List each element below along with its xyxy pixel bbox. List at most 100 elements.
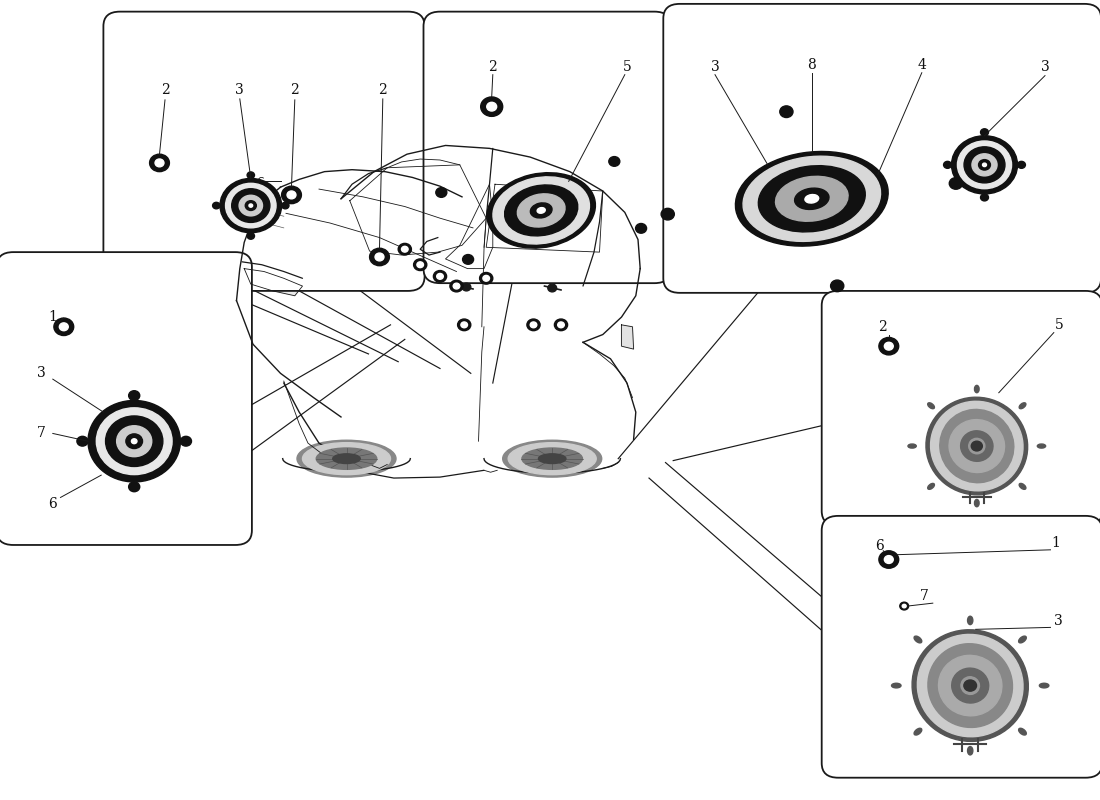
Text: 8: 8 [807, 58, 816, 72]
Circle shape [414, 259, 427, 270]
Circle shape [97, 408, 172, 474]
Circle shape [952, 136, 1018, 194]
Ellipse shape [503, 440, 602, 477]
Circle shape [245, 201, 256, 210]
Circle shape [398, 243, 411, 255]
Circle shape [608, 157, 619, 166]
Text: 3: 3 [1054, 614, 1063, 628]
Circle shape [463, 254, 474, 264]
Ellipse shape [952, 668, 989, 703]
Circle shape [59, 323, 68, 330]
Ellipse shape [530, 203, 552, 218]
FancyBboxPatch shape [822, 291, 1100, 526]
Text: 1: 1 [48, 310, 57, 324]
Ellipse shape [975, 386, 979, 393]
Circle shape [530, 322, 537, 328]
Circle shape [661, 208, 674, 220]
Ellipse shape [1040, 683, 1049, 688]
Circle shape [554, 319, 568, 330]
Circle shape [226, 183, 276, 228]
Circle shape [125, 434, 143, 449]
Circle shape [106, 416, 163, 466]
Ellipse shape [938, 655, 1002, 716]
Ellipse shape [317, 448, 376, 470]
Ellipse shape [928, 644, 1012, 727]
Circle shape [879, 338, 899, 355]
Circle shape [282, 202, 289, 209]
Circle shape [88, 401, 180, 482]
Circle shape [900, 602, 909, 610]
Ellipse shape [794, 188, 829, 210]
Circle shape [972, 154, 997, 176]
Ellipse shape [1019, 728, 1026, 735]
Circle shape [437, 274, 443, 279]
Circle shape [131, 438, 138, 444]
Circle shape [117, 426, 152, 457]
Text: 2: 2 [161, 83, 169, 97]
Ellipse shape [302, 442, 390, 474]
Ellipse shape [736, 151, 888, 246]
Circle shape [129, 390, 140, 401]
Text: 6: 6 [876, 539, 884, 553]
Ellipse shape [1020, 402, 1026, 409]
Text: C: C [256, 178, 263, 187]
Circle shape [980, 194, 989, 201]
Circle shape [129, 482, 140, 492]
Ellipse shape [805, 194, 818, 203]
Ellipse shape [1037, 444, 1046, 448]
Circle shape [483, 275, 490, 282]
Circle shape [949, 178, 962, 190]
Ellipse shape [505, 185, 578, 236]
Circle shape [462, 283, 471, 291]
Text: 2: 2 [878, 320, 887, 334]
Text: 7: 7 [920, 590, 928, 603]
Text: 3: 3 [711, 60, 719, 74]
Circle shape [547, 215, 553, 221]
Ellipse shape [517, 194, 565, 227]
Circle shape [417, 262, 424, 268]
Circle shape [249, 204, 253, 207]
Circle shape [486, 102, 496, 111]
Circle shape [979, 160, 990, 170]
Ellipse shape [487, 173, 595, 248]
FancyBboxPatch shape [663, 4, 1100, 293]
Ellipse shape [522, 448, 583, 470]
Text: 3: 3 [37, 366, 46, 380]
Ellipse shape [968, 616, 972, 625]
Circle shape [375, 253, 384, 261]
Ellipse shape [969, 438, 984, 454]
Circle shape [150, 154, 169, 172]
Polygon shape [486, 184, 603, 252]
Circle shape [450, 280, 463, 292]
Ellipse shape [1020, 483, 1026, 490]
Text: 2: 2 [290, 83, 299, 97]
Circle shape [458, 319, 471, 330]
Circle shape [558, 322, 564, 328]
Circle shape [248, 233, 254, 239]
Ellipse shape [912, 630, 1028, 742]
Ellipse shape [297, 440, 396, 477]
Circle shape [212, 202, 220, 209]
Circle shape [830, 280, 844, 292]
Circle shape [77, 436, 88, 446]
Circle shape [636, 223, 647, 234]
Ellipse shape [949, 420, 1004, 473]
Circle shape [453, 283, 460, 289]
Polygon shape [621, 325, 634, 349]
Ellipse shape [508, 442, 596, 474]
FancyBboxPatch shape [103, 12, 425, 291]
Ellipse shape [927, 402, 934, 409]
Circle shape [232, 189, 270, 222]
Ellipse shape [926, 398, 1027, 495]
Text: 5: 5 [623, 60, 631, 74]
FancyBboxPatch shape [424, 12, 671, 283]
Ellipse shape [927, 483, 934, 490]
Circle shape [902, 604, 906, 608]
Circle shape [481, 97, 503, 116]
Text: 2: 2 [378, 83, 387, 97]
Circle shape [957, 141, 1012, 189]
Ellipse shape [914, 728, 922, 735]
Polygon shape [244, 269, 303, 296]
Circle shape [884, 555, 893, 563]
Ellipse shape [1019, 636, 1026, 643]
